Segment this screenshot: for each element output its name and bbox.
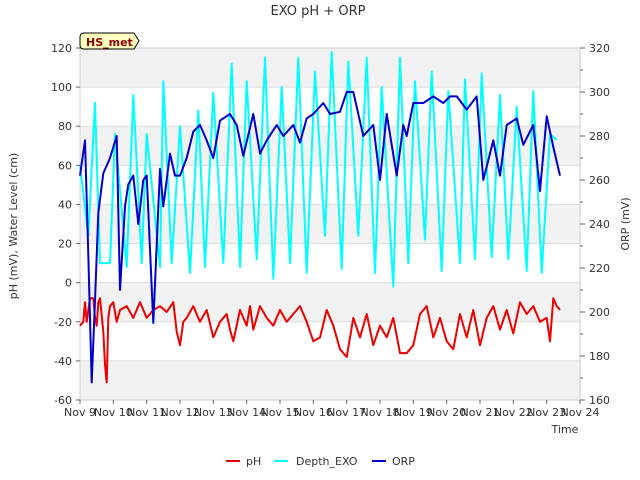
y-right-tick-label: 180 — [589, 350, 610, 363]
background-band — [80, 360, 580, 400]
x-tick-label: Nov 22 — [494, 406, 533, 419]
y-left-tick-label: 100 — [51, 81, 72, 94]
y-left-tick-label: 20 — [58, 238, 72, 251]
x-tick-label: Nov 17 — [327, 406, 366, 419]
chart-title: EXO pH + ORP — [271, 4, 366, 19]
y-left-tick-label: -40 — [54, 355, 72, 368]
y-right-tick-label: 300 — [589, 86, 610, 99]
series-line-depth-exo — [79, 50, 558, 288]
x-tick-label: Nov 10 — [94, 406, 133, 419]
y-left-tick-label: 80 — [58, 120, 72, 133]
x-tick-label: Nov 9 — [64, 406, 96, 419]
x-tick-label: Nov 14 — [227, 406, 266, 419]
y-left-tick-label: 40 — [58, 198, 72, 211]
x-tick-label: Nov 19 — [394, 406, 433, 419]
x-tick-label: Nov 23 — [527, 406, 566, 419]
y-left-tick-label: -20 — [54, 316, 72, 329]
y-left-tick-label: 60 — [58, 159, 72, 172]
x-tick-label: Nov 21 — [461, 406, 500, 419]
y-right-tick-label: 200 — [589, 306, 610, 319]
x-axis-label: Time — [551, 423, 579, 436]
y-axis-right: 160 180 200 220 240 260 280 300 320 — [580, 42, 610, 407]
legend: pH Depth_EXO ORP — [226, 455, 415, 468]
x-tick-label: Nov 12 — [161, 406, 200, 419]
y-left-tick-label: -60 — [54, 394, 72, 407]
y-right-tick-label: 280 — [589, 130, 610, 143]
station-label: HS_met — [86, 36, 133, 49]
x-tick-label: Nov 16 — [294, 406, 333, 419]
legend-label-orp: ORP — [392, 455, 415, 468]
station-badge: HS_met — [79, 32, 140, 50]
y-right-tick-label: 220 — [589, 262, 610, 275]
x-tick-label: Nov 11 — [127, 406, 166, 419]
series-line-ph — [79, 297, 561, 384]
series-line-orp — [79, 91, 561, 384]
y-axis-left: -60 -40 -20 0 20 40 60 80 100 120 — [51, 42, 80, 407]
y-right-tick-label: 240 — [589, 218, 610, 231]
legend-label-ph: pH — [246, 455, 261, 468]
y-right-tick-label: 260 — [589, 174, 610, 187]
background-band — [80, 204, 580, 244]
x-tick-label: Nov 24 — [561, 406, 600, 419]
y-right-tick-label: 320 — [589, 42, 610, 55]
x-tick-label: Nov 20 — [427, 406, 466, 419]
legend-label-depth: Depth_EXO — [296, 455, 358, 468]
y-axis-left-label: pH (mV), Water Level (cm) — [7, 153, 20, 299]
series-layer — [79, 50, 561, 384]
y-right-tick-label: 160 — [589, 394, 610, 407]
x-tick-label: Nov 13 — [194, 406, 233, 419]
y-left-tick-label: 120 — [51, 42, 72, 55]
y-left-tick-label: 0 — [65, 277, 72, 290]
y-axis-right-label: ORP (mV) — [619, 197, 632, 250]
x-tick-label: Nov 15 — [261, 406, 300, 419]
x-tick-label: Nov 18 — [361, 406, 400, 419]
